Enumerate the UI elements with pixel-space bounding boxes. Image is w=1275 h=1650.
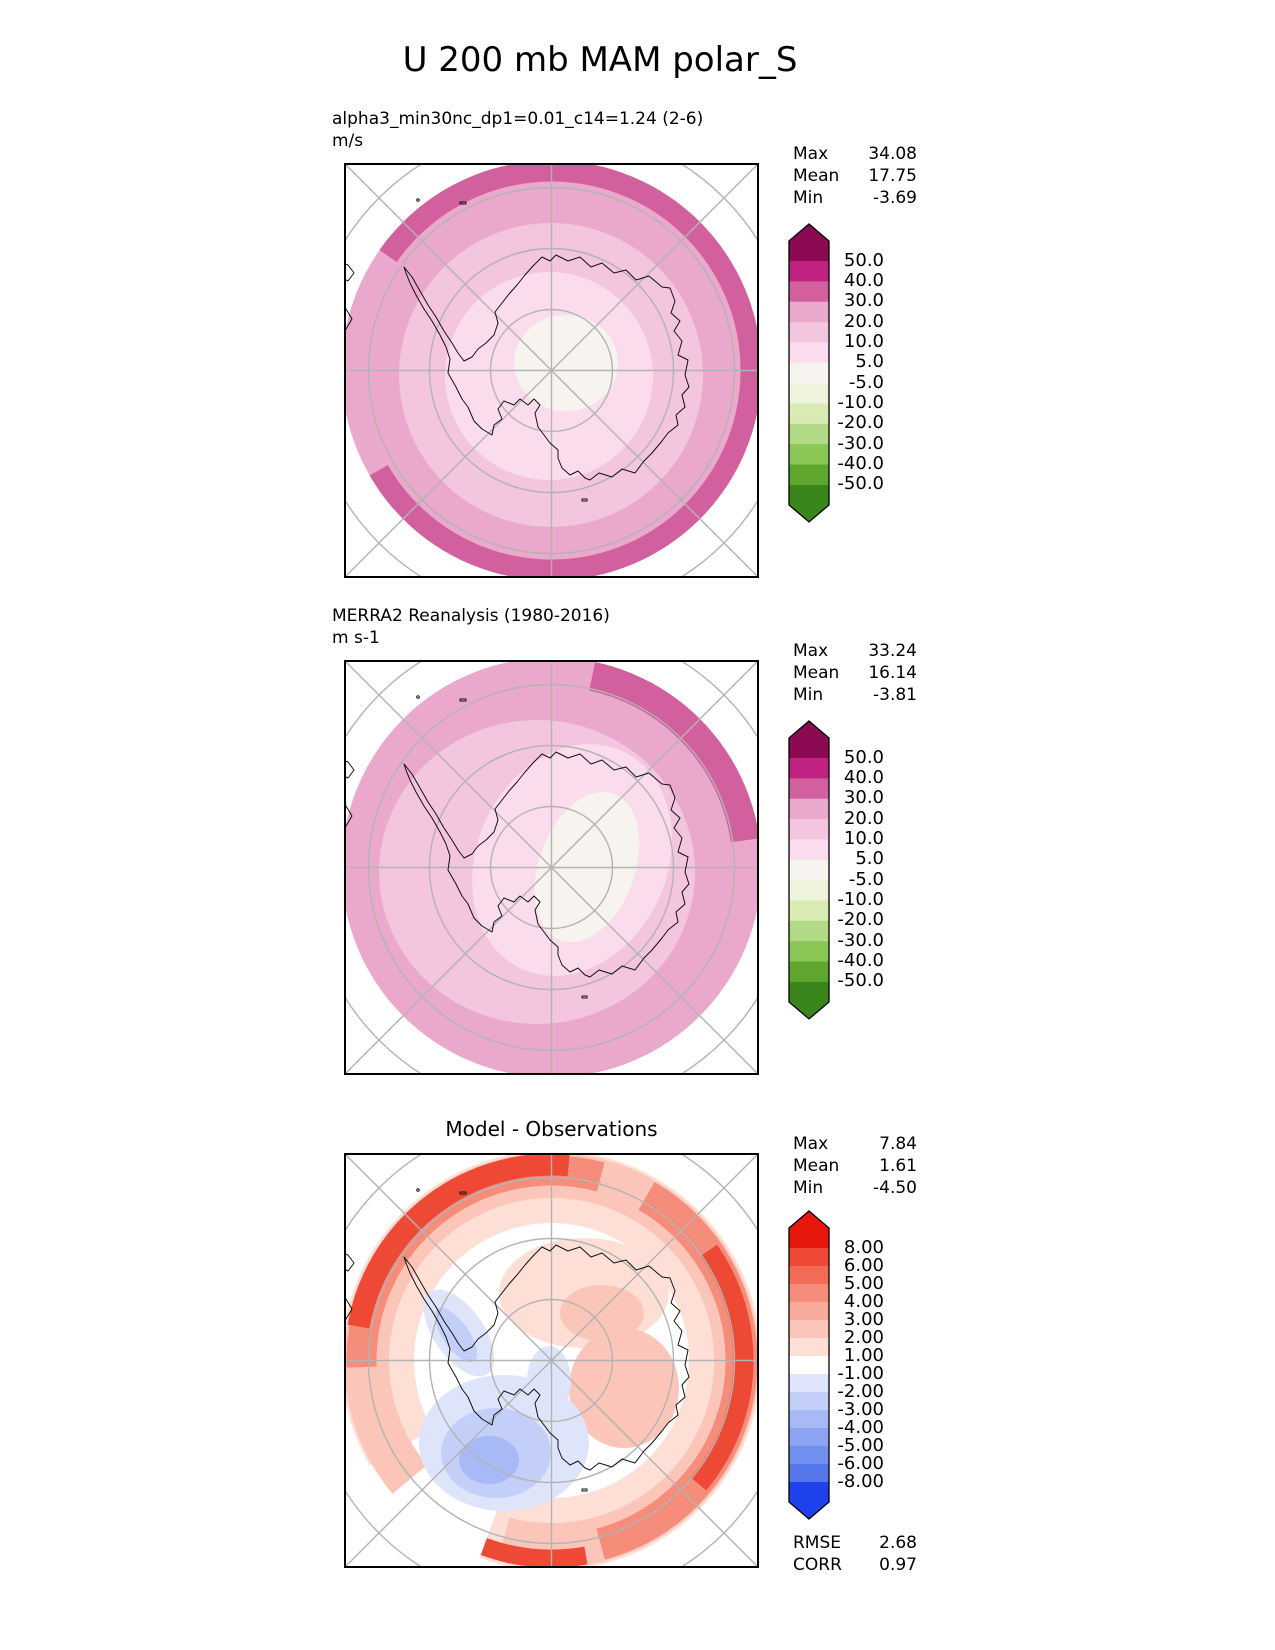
skill-scores: RMSE 2.68 CORR 0.97 <box>793 1532 917 1576</box>
stat-label: Mean <box>793 1156 840 1176</box>
colorbar-tick-label: 30.0 <box>843 787 884 809</box>
stat-value: 33.24 <box>868 641 917 661</box>
colorbar-tick-label: -50.0 <box>837 473 884 495</box>
map-frame <box>344 163 759 578</box>
panel-model-label: alpha3_min30nc_dp1=0.01_c14=1.24 (2-6) <box>332 109 704 129</box>
colorbar-tick-label: 30.0 <box>843 290 884 312</box>
colorbar-tick-label: 4.00 <box>843 1290 884 1312</box>
stat-label: Min <box>793 685 824 705</box>
colorbar-tick-label: -3.00 <box>837 1398 884 1420</box>
stat-label: CORR <box>793 1555 842 1575</box>
stats-diff: Max 7.84 Mean 1.61 Min -4.50 <box>793 1133 917 1199</box>
colorbar-tick-label: -1.00 <box>837 1362 884 1384</box>
colorbar-tick-label: 20.0 <box>843 807 884 829</box>
stat-value: -4.50 <box>873 1178 917 1198</box>
colorbar-diff <box>788 1210 830 1524</box>
stat-label: Min <box>793 188 824 208</box>
colorbar-tick-label: -2.00 <box>837 1380 884 1402</box>
figure-title: U 200 mb MAM polar_S <box>402 40 798 80</box>
stat-value: 1.61 <box>879 1156 917 1176</box>
graticule <box>344 660 759 1075</box>
colorbar-tick-label: 8.00 <box>843 1236 884 1258</box>
colorbar-tick-label: 1.00 <box>843 1344 884 1366</box>
colorbar-tick-label: 40.0 <box>843 766 884 788</box>
stat-label: Max <box>793 1134 829 1154</box>
panel-diff-title: Model - Observations <box>445 1117 658 1141</box>
colorbar-tick-label: 50.0 <box>843 746 884 768</box>
colorbar-tick-label: 3.00 <box>843 1308 884 1330</box>
south-polar-map-diff <box>344 1153 759 1568</box>
colorbar-tick-label: -5.0 <box>848 371 884 393</box>
colorbar-tick-label: 10.0 <box>843 827 884 849</box>
stat-value: 17.75 <box>868 166 917 186</box>
stat-value: -3.81 <box>873 685 917 705</box>
colorbar-tick-label: -4.00 <box>837 1416 884 1438</box>
colorbar-tick-label: -50.0 <box>837 970 884 992</box>
colorbar-tick-label: -5.0 <box>848 868 884 890</box>
colorbar-tick-label: -10.0 <box>837 392 884 414</box>
colorbar-tick-label: 6.00 <box>843 1254 884 1276</box>
panel-obs-label: MERRA2 Reanalysis (1980-2016) <box>332 606 610 626</box>
south-polar-map-model <box>344 163 759 578</box>
colorbar-tick-label: 2.00 <box>843 1326 884 1348</box>
colorbar-tick-label: -30.0 <box>837 929 884 951</box>
colorbar-tick-label: 5.0 <box>855 848 884 870</box>
stat-label: Mean <box>793 166 840 186</box>
colorbar-tick-label: 5.00 <box>843 1272 884 1294</box>
colorbar-tick-label: -8.00 <box>837 1470 884 1492</box>
stat-label: Mean <box>793 663 840 683</box>
panel-model-units: m/s <box>332 131 364 151</box>
colorbar-tick-label: 10.0 <box>843 330 884 352</box>
stat-value: 7.84 <box>879 1134 917 1154</box>
stat-label: Max <box>793 144 829 164</box>
panel-obs: MERRA2 Reanalysis (1980-2016) m s-1 Max 3… <box>0 592 1275 1102</box>
colorbar-tick-label: 50.0 <box>843 249 884 271</box>
colorbar-svg <box>788 223 830 523</box>
colorbar-tick-label: -20.0 <box>837 909 884 931</box>
panel-diff: Model - Observations <box>0 1085 1275 1595</box>
map-frame <box>344 1153 759 1568</box>
colorbar-svg <box>788 1210 830 1520</box>
colorbar-tick-label: -40.0 <box>837 453 884 475</box>
stat-value: 0.97 <box>879 1555 917 1575</box>
panel-model: alpha3_min30nc_dp1=0.01_c14=1.24 (2-6) m… <box>0 95 1275 605</box>
colorbar-tick-label: -40.0 <box>837 950 884 972</box>
colorbar-tick-label: -10.0 <box>837 889 884 911</box>
colorbar-model <box>788 223 830 527</box>
stat-value: 34.08 <box>868 144 917 164</box>
colorbar-obs <box>788 720 830 1024</box>
stat-label: Min <box>793 1178 824 1198</box>
map-frame <box>344 660 759 1075</box>
stats-obs: Max 33.24 Mean 16.14 Min -3.81 <box>793 640 917 706</box>
stat-value: 2.68 <box>879 1533 917 1553</box>
panel-obs-units: m s-1 <box>332 628 380 648</box>
colorbar-tick-label: -20.0 <box>837 412 884 434</box>
colorbar-tick-label: -6.00 <box>837 1452 884 1474</box>
colorbar-tick-label: 20.0 <box>843 310 884 332</box>
stat-label: RMSE <box>793 1533 842 1553</box>
graticule <box>344 1153 759 1568</box>
south-polar-map-obs <box>344 660 759 1075</box>
colorbar-tick-label: 40.0 <box>843 269 884 291</box>
stat-value: 16.14 <box>868 663 917 683</box>
stat-label: Max <box>793 641 829 661</box>
colorbar-tick-label: 5.0 <box>855 351 884 373</box>
colorbar-tick-label: -5.00 <box>837 1434 884 1456</box>
colorbar-tick-label: -30.0 <box>837 432 884 454</box>
stats-model: Max 34.08 Mean 17.75 Min -3.69 <box>793 143 917 209</box>
stat-value: -3.69 <box>873 188 917 208</box>
graticule <box>344 163 759 578</box>
colorbar-svg <box>788 720 830 1020</box>
